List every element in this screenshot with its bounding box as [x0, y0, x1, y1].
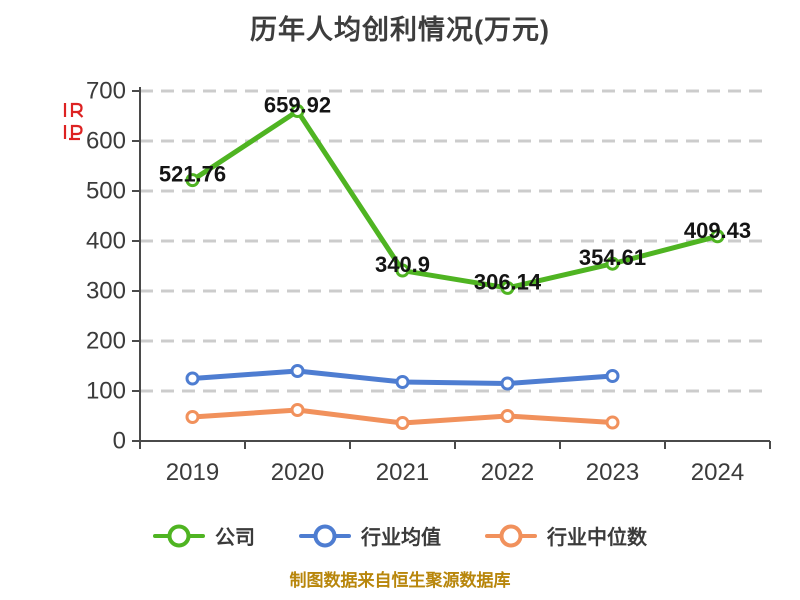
series-point-行业均值	[395, 375, 410, 389]
legend-label: 公司	[215, 527, 255, 549]
y-axis-label: 400	[86, 228, 126, 255]
legend: 公司 行业均值 行业中位数	[0, 521, 800, 550]
x-axis-label: 2020	[271, 459, 324, 486]
red-watermark-glyphs	[63, 102, 84, 141]
series-point-公司	[605, 256, 620, 271]
legend-marker-dot	[167, 524, 191, 547]
series-point-行业均值	[500, 376, 515, 391]
legend-label: 行业中位数	[547, 527, 647, 549]
data-source-credit: 制图数据来自恒生聚源数据库	[289, 571, 511, 590]
legend-marker-dot	[313, 524, 337, 547]
series-point-行业中位数	[605, 415, 620, 430]
series-point-行业中位数	[500, 409, 515, 423]
series-point-行业中位数	[185, 410, 200, 424]
series-point-公司	[185, 173, 200, 188]
legend-marker-dot	[499, 524, 523, 547]
red-watermark-icon	[62, 102, 88, 142]
data-label: 354.61	[579, 245, 646, 270]
data-label: 521.76	[159, 162, 226, 187]
x-axis-label: 2023	[586, 459, 639, 486]
legend-item-公司[interactable]: 公司	[153, 521, 255, 550]
y-axis-label: 700	[86, 78, 126, 105]
series-point-公司	[395, 263, 410, 278]
x-axis-label: 2024	[691, 459, 744, 486]
data-label: 659.92	[264, 93, 331, 118]
legend-item-行业均值[interactable]: 行业均值	[299, 521, 441, 550]
series-point-公司	[290, 104, 305, 119]
series-line-公司	[190, 108, 720, 291]
series-point-行业均值	[605, 369, 620, 383]
legend-label: 行业均值	[361, 527, 441, 549]
legend-marker-icon	[299, 524, 351, 547]
y-axis-label: 500	[86, 178, 126, 205]
series-point-行业均值	[185, 371, 200, 386]
y-axis-label: 100	[86, 378, 126, 405]
y-axis-label: 300	[86, 278, 126, 305]
series-point-公司	[710, 229, 725, 244]
y-axis-label: 200	[86, 328, 126, 355]
chart-title: 历年人均创利情况(万元)	[250, 15, 550, 45]
series-point-行业中位数	[395, 416, 410, 430]
data-label: 340.9	[375, 252, 430, 277]
data-label: 306.14	[474, 269, 542, 294]
y-axis-label: 600	[86, 128, 126, 155]
x-axis-label: 2022	[481, 459, 534, 486]
x-axis-label: 2019	[166, 459, 219, 486]
data-label: 409.43	[684, 218, 751, 243]
series-point-公司	[500, 280, 515, 295]
legend-marker-icon	[485, 524, 537, 547]
y-axis-label: 0	[113, 428, 126, 455]
legend-marker-icon	[153, 524, 205, 547]
legend-item-行业中位数[interactable]: 行业中位数	[485, 521, 647, 550]
x-axis-label: 2021	[376, 459, 429, 486]
series-point-行业中位数	[290, 403, 305, 417]
series-point-行业均值	[290, 364, 305, 378]
